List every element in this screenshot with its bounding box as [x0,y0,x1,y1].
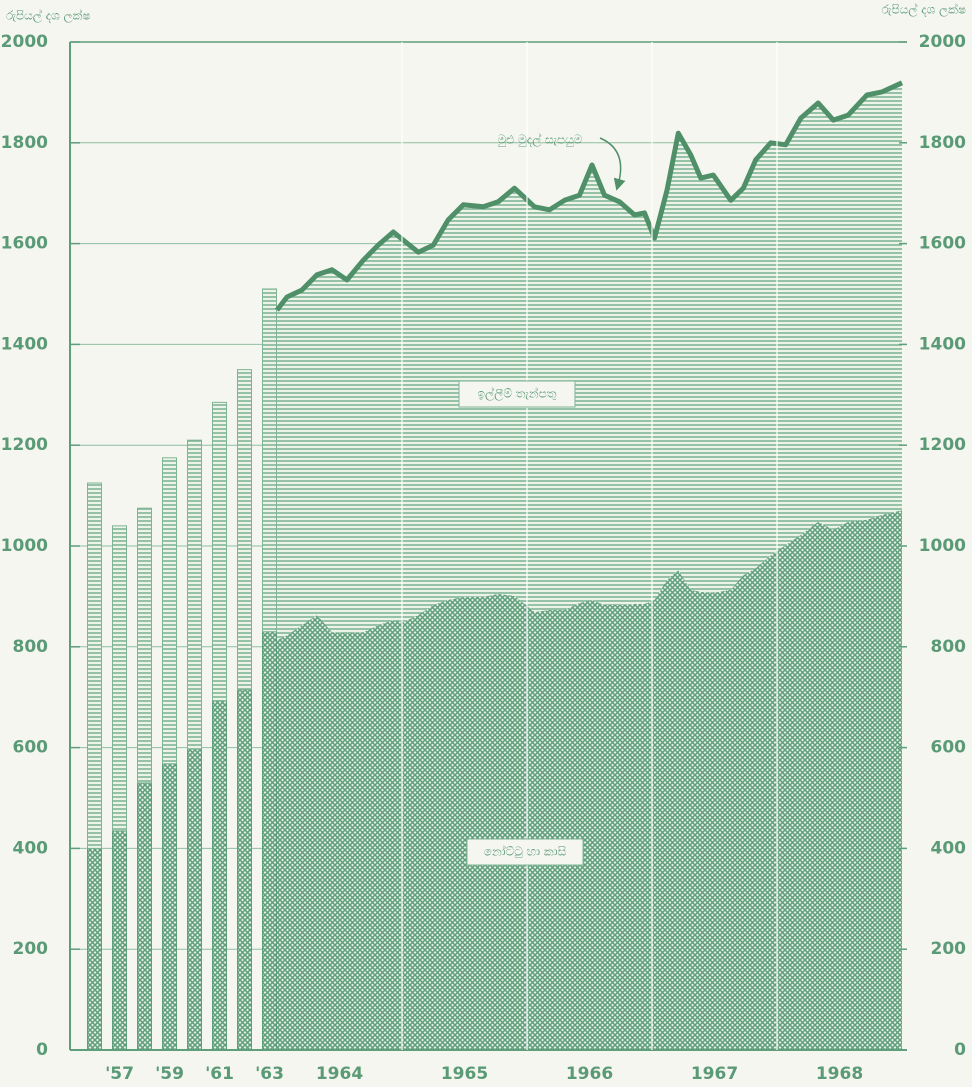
label-box [458,380,576,408]
y-tick-label: 1200 [1,435,48,455]
area-label: නෝට්ටු හා කාසි [484,845,567,859]
bar-segment [162,457,177,765]
y2-tick-label: 1800 [919,133,966,153]
bar-segment [87,482,102,849]
x-tick-label: 1968 [816,1064,863,1084]
y-tick-label: 0 [36,1040,48,1060]
annotation: මුළු මුදල් සැපයුම [497,132,583,147]
y-tick-label: 1400 [1,334,48,354]
x-tick-label: 1964 [316,1064,363,1084]
y2-tick-label: 1400 [919,334,966,354]
total-line [275,80,904,312]
y-tick-label: 600 [13,738,49,758]
y2-axis-label: රුපියල් දශ ලක්ෂ [881,2,966,17]
y2-tick-label: 2000 [919,32,966,52]
y2-tick-label: 1000 [919,536,966,556]
y2-tick-label: 400 [931,838,967,858]
x-tick-label: 1965 [441,1064,488,1084]
y2-tick-label: 200 [931,939,967,959]
area [277,82,902,641]
x-tick-label: '59 [155,1064,184,1084]
y-tick-label: 200 [13,939,49,959]
x-tick-label: '57 [105,1064,134,1084]
y-tick-label: 2000 [1,32,48,52]
bar-segment [212,700,227,1051]
bar-segment [112,525,127,832]
area-label: ඉල්ලීම් තැන්පතු [478,386,557,401]
y-axis-label: රුපියල් දශ ලක්ෂ [6,8,91,23]
y2-tick-label: 1600 [919,234,966,254]
y2-tick-label: 1200 [919,435,966,455]
x-tick-label: '63 [255,1064,284,1084]
bar-segment [237,689,252,1051]
y-tick-label: 800 [13,637,49,657]
y2-tick-label: 0 [954,1040,966,1060]
bar-segment [187,439,202,750]
area [277,510,902,1050]
y-tick-label: 1800 [1,133,48,153]
bar-segment [262,288,277,633]
y2-tick-label: 800 [931,637,967,657]
x-tick-label: 1967 [691,1064,738,1084]
y-tick-label: 400 [13,838,49,858]
x-tick-label: '61 [205,1064,234,1084]
label-box [466,838,584,866]
bar-segment [262,631,277,1051]
bar-segment [237,369,252,691]
bar-segment [112,830,127,1051]
x-tick-label: 1966 [566,1064,613,1084]
bar-segment [187,748,202,1051]
bar-segment [87,847,102,1051]
y2-tick-label: 600 [931,738,967,758]
annotation-arrow [599,137,626,191]
bar-segment [137,782,152,1051]
bar-segment [162,763,177,1051]
bar-segment [137,507,152,784]
y-tick-label: 1000 [1,536,48,556]
y-tick-label: 1600 [1,234,48,254]
bar-segment [212,401,227,702]
